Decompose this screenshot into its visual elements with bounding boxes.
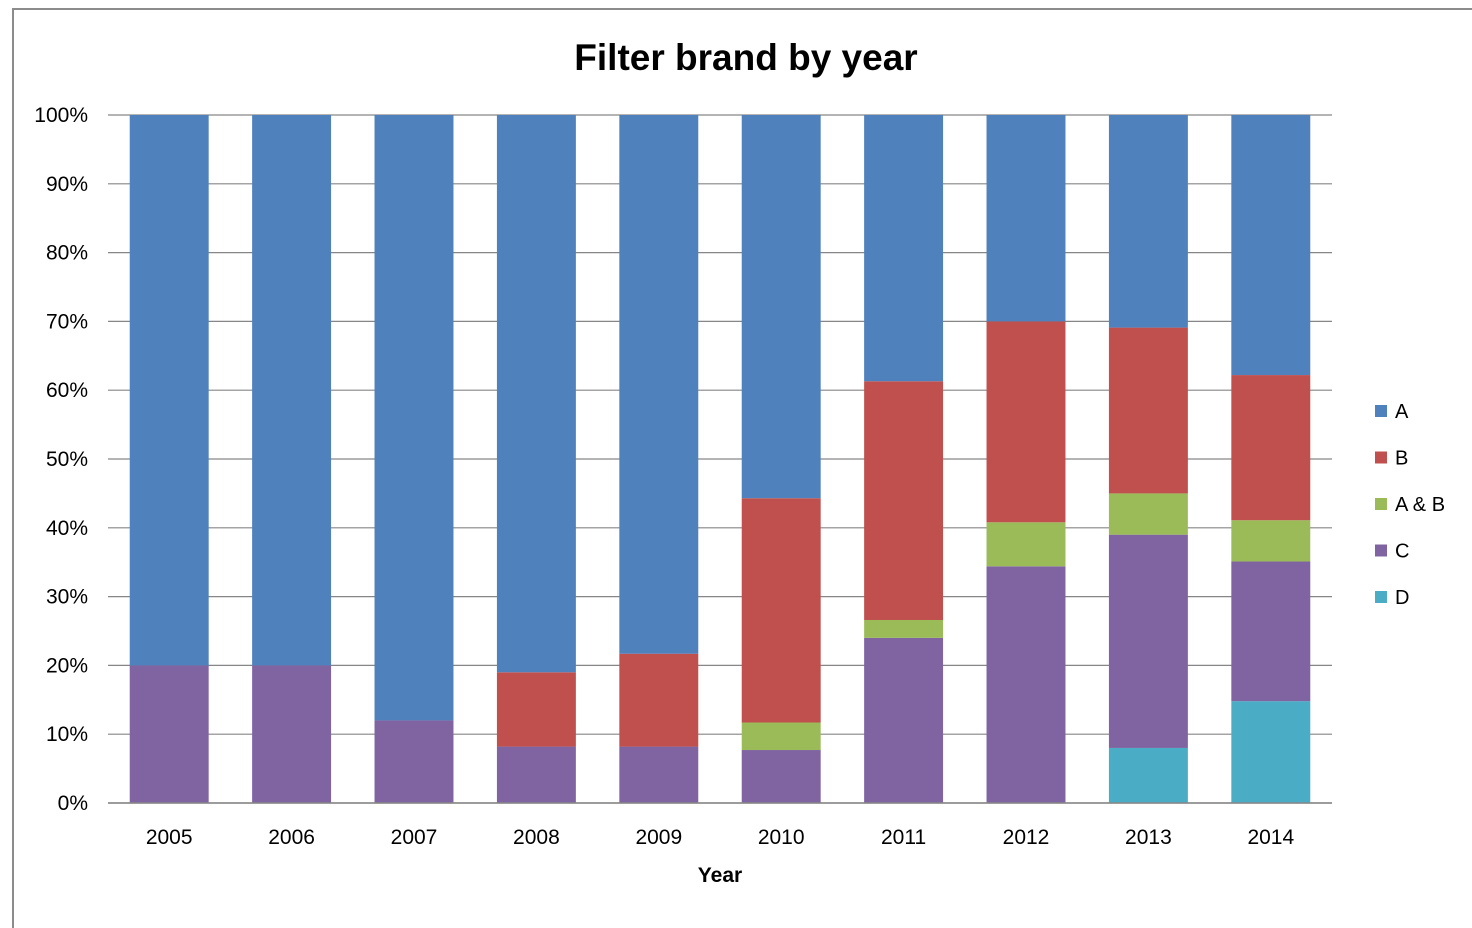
bar-segment-a: [129, 115, 209, 666]
bar-segment-c: [252, 665, 332, 803]
bar-segment-c: [374, 720, 454, 803]
legend-swatch: [1375, 544, 1387, 557]
x-tick-label: 2005: [146, 826, 193, 849]
bar-segment-a-b: [986, 522, 1066, 567]
bars: [129, 115, 1311, 803]
bar-segment-a-b: [1108, 493, 1188, 535]
bar-segment-c: [1108, 534, 1188, 748]
bar-segment-a: [619, 115, 699, 654]
x-tick-label: 2006: [268, 826, 315, 849]
bar-segment-d: [1108, 747, 1188, 803]
legend-label: D: [1395, 587, 1409, 609]
x-tick-label: 2009: [635, 826, 682, 849]
legend-swatch: [1375, 405, 1387, 417]
bar-segment-a: [986, 115, 1066, 322]
bar-segment-a: [374, 115, 454, 721]
bar-segment-a: [1108, 115, 1188, 328]
bar-segment-a-b: [864, 619, 944, 638]
bar-segment-c: [986, 566, 1066, 803]
bar-segment-b: [741, 498, 821, 723]
bar-segment-a: [496, 115, 576, 673]
bar-segment-a-b: [1231, 520, 1311, 562]
y-tick-label: 90%: [46, 173, 88, 196]
bar-segment-a-b: [741, 722, 821, 751]
x-axis-ticks: 2005 2006 2007 2008 2009 2010 2011 2012 2013 2014: [146, 826, 1295, 849]
x-tick-label: 2014: [1247, 826, 1294, 849]
chart-title: Filter brand by year: [574, 37, 917, 78]
legend-label: A: [1395, 401, 1409, 423]
bar-segment-c: [864, 637, 944, 803]
bar-segment-a: [741, 115, 821, 499]
legend-swatch: [1375, 498, 1387, 510]
y-tick-label: 100%: [34, 104, 88, 127]
y-tick-label: 50%: [46, 448, 88, 471]
bar-segment-a: [1231, 115, 1311, 376]
x-tick-label: 2013: [1125, 826, 1172, 849]
bar-segment-b: [986, 321, 1066, 523]
y-tick-label: 80%: [46, 242, 88, 265]
legend-swatch: [1375, 451, 1387, 464]
legend-swatch: [1375, 591, 1387, 603]
y-tick-label: 70%: [46, 310, 88, 333]
bar-segment-b: [864, 381, 944, 620]
legend-label: C: [1395, 541, 1409, 563]
y-axis-ticks: 0% 10% 20% 30% 40% 50% 60% 70% 80% 90% 100%: [34, 104, 88, 815]
x-tick-label: 2010: [758, 826, 805, 849]
x-tick-label: 2008: [513, 826, 560, 849]
bar-segment-b: [619, 653, 699, 747]
y-tick-label: 20%: [46, 654, 88, 677]
y-tick-label: 30%: [46, 586, 88, 609]
bar-segment-c: [496, 746, 576, 803]
y-tick-label: 10%: [46, 723, 88, 746]
legend-label: B: [1395, 448, 1408, 470]
bar-segment-b: [1231, 375, 1311, 521]
bar-segment-b: [1108, 327, 1188, 494]
y-tick-label: 40%: [46, 517, 88, 540]
bar-segment-c: [1231, 561, 1311, 702]
bar-segment-a: [864, 115, 944, 382]
bar-segment-b: [496, 672, 576, 747]
bar-segment-a: [252, 115, 332, 666]
y-tick-label: 60%: [46, 379, 88, 402]
bar-segment-c: [619, 746, 699, 803]
x-tick-label: 2012: [1003, 826, 1050, 849]
x-axis-label: Year: [698, 864, 742, 887]
y-tick-label: 0%: [58, 792, 88, 815]
bar-segment-c: [129, 665, 209, 803]
bar-segment-c: [741, 750, 821, 803]
x-tick-label: 2007: [391, 826, 438, 849]
legend-label: A & B: [1395, 494, 1445, 516]
legend: A B A & B C D: [1375, 401, 1445, 609]
x-tick-label: 2011: [881, 826, 926, 849]
bar-segment-d: [1231, 701, 1311, 803]
